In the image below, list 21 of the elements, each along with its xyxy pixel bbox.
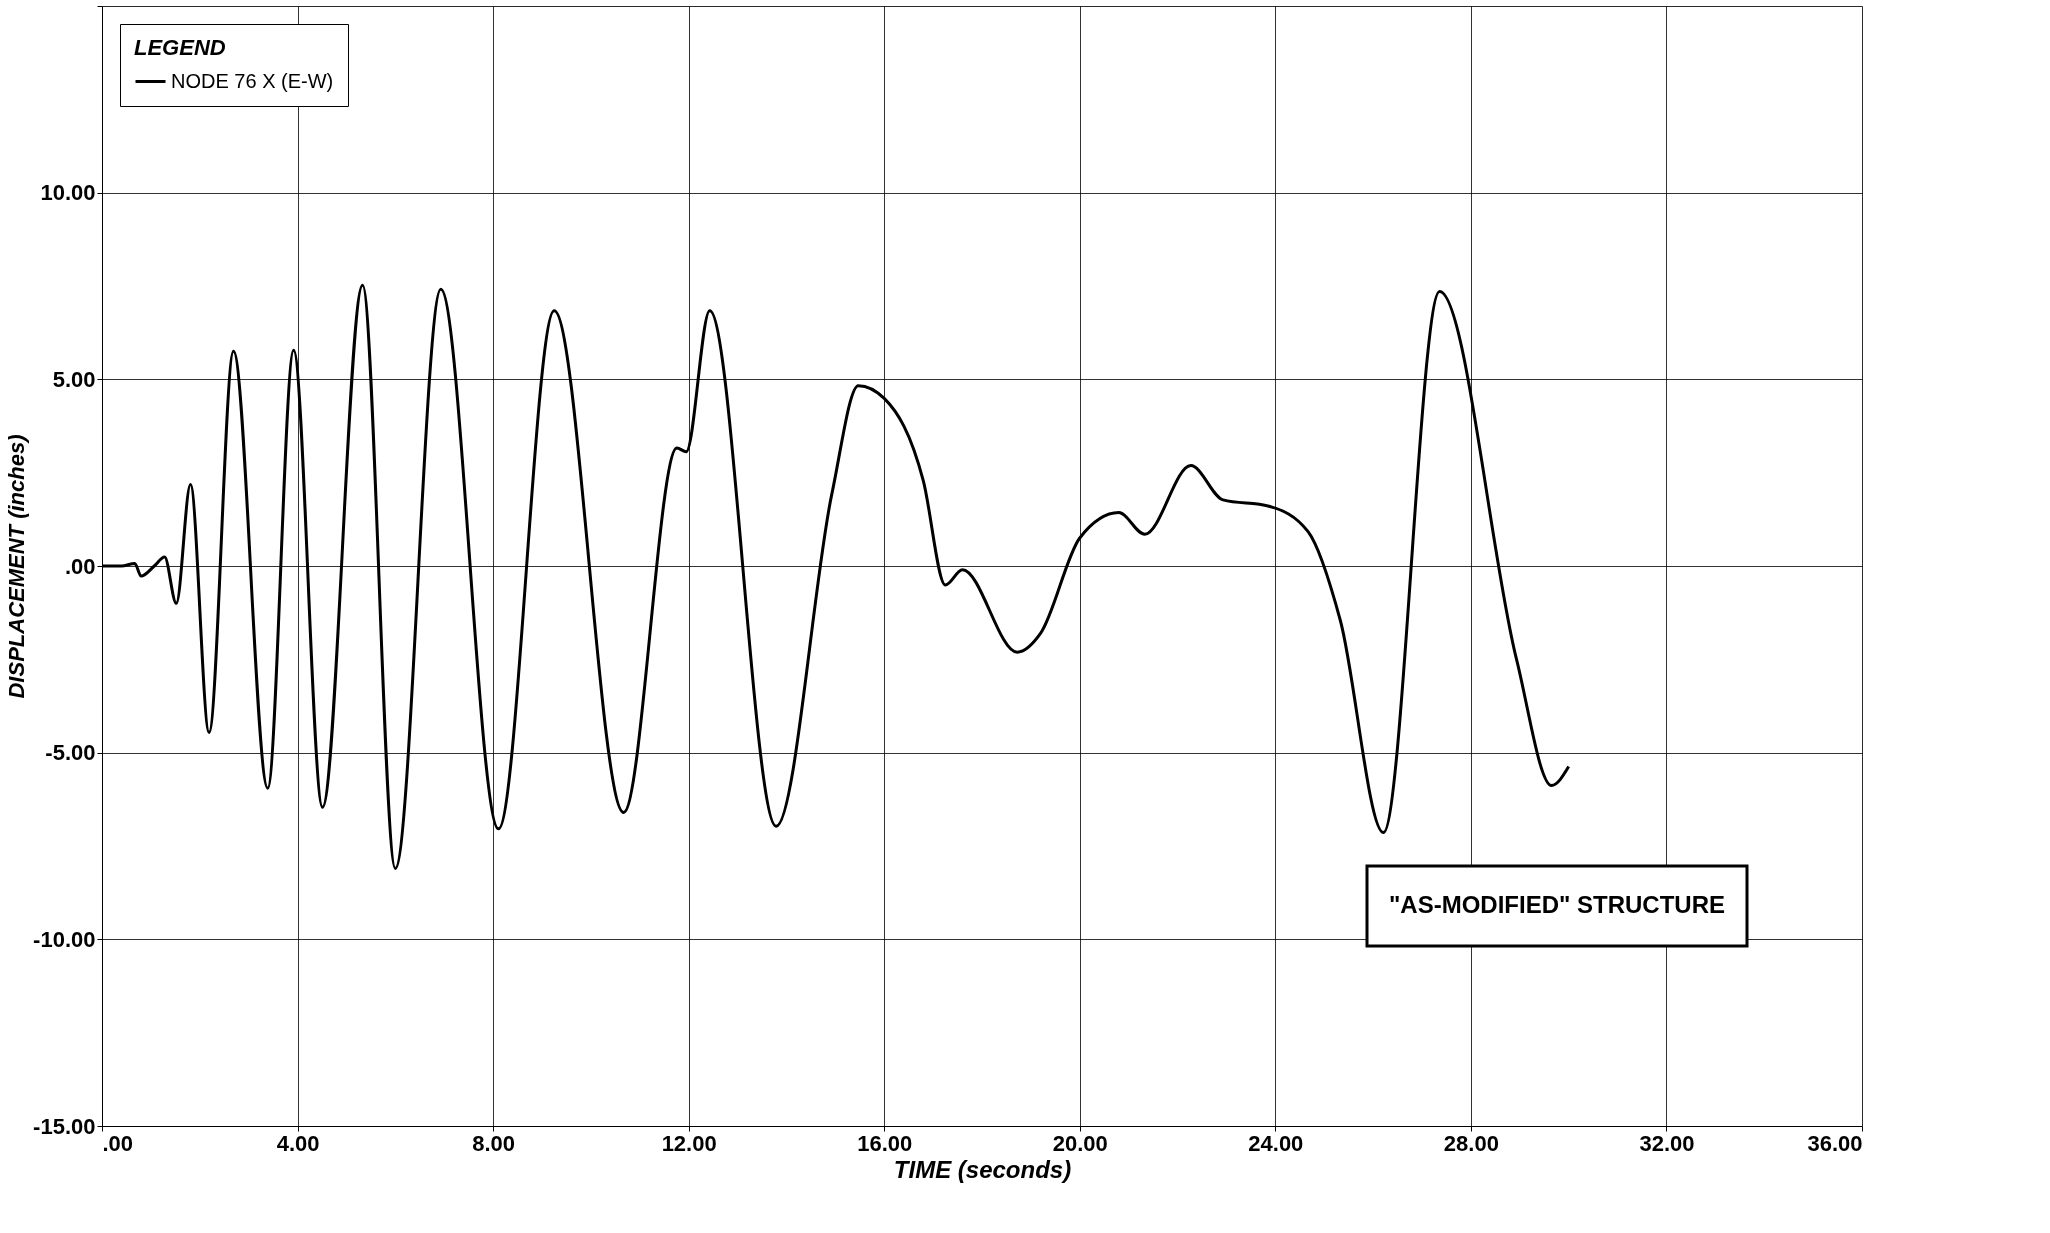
y-tick-label: -5.00 xyxy=(45,740,96,766)
x-tick-label: 20.00 xyxy=(1052,1130,1108,1156)
x-tick-label: 24.00 xyxy=(1248,1130,1304,1156)
y-tick-label: .00 xyxy=(64,553,96,579)
legend-label: NODE 76 X (E-W) xyxy=(171,69,334,92)
x-tick-label: 12.00 xyxy=(661,1130,717,1156)
y-tick-label: 5.00 xyxy=(52,366,96,392)
x-tick-label: 28.00 xyxy=(1443,1130,1499,1156)
y-tick-label: 10.00 xyxy=(40,180,96,206)
x-tick-label: 4.00 xyxy=(276,1130,320,1156)
x-tick-label: 36.00 xyxy=(1807,1130,1863,1156)
y-tick-label: -15.00 xyxy=(33,1113,96,1139)
annotation: "AS-MODIFIED" STRUCTURE xyxy=(1388,891,1726,918)
y-axis-title: DISPLACEMENT (inches) xyxy=(4,434,30,699)
x-tick-label: 16.00 xyxy=(857,1130,913,1156)
x-tick-label: .00 xyxy=(102,1130,134,1156)
y-tick-label: -10.00 xyxy=(33,926,96,952)
legend-title: LEGEND xyxy=(134,35,226,60)
x-tick-label: 8.00 xyxy=(472,1130,516,1156)
x-tick-label: 32.00 xyxy=(1639,1130,1695,1156)
x-axis-title: TIME (seconds) xyxy=(893,1155,1072,1183)
